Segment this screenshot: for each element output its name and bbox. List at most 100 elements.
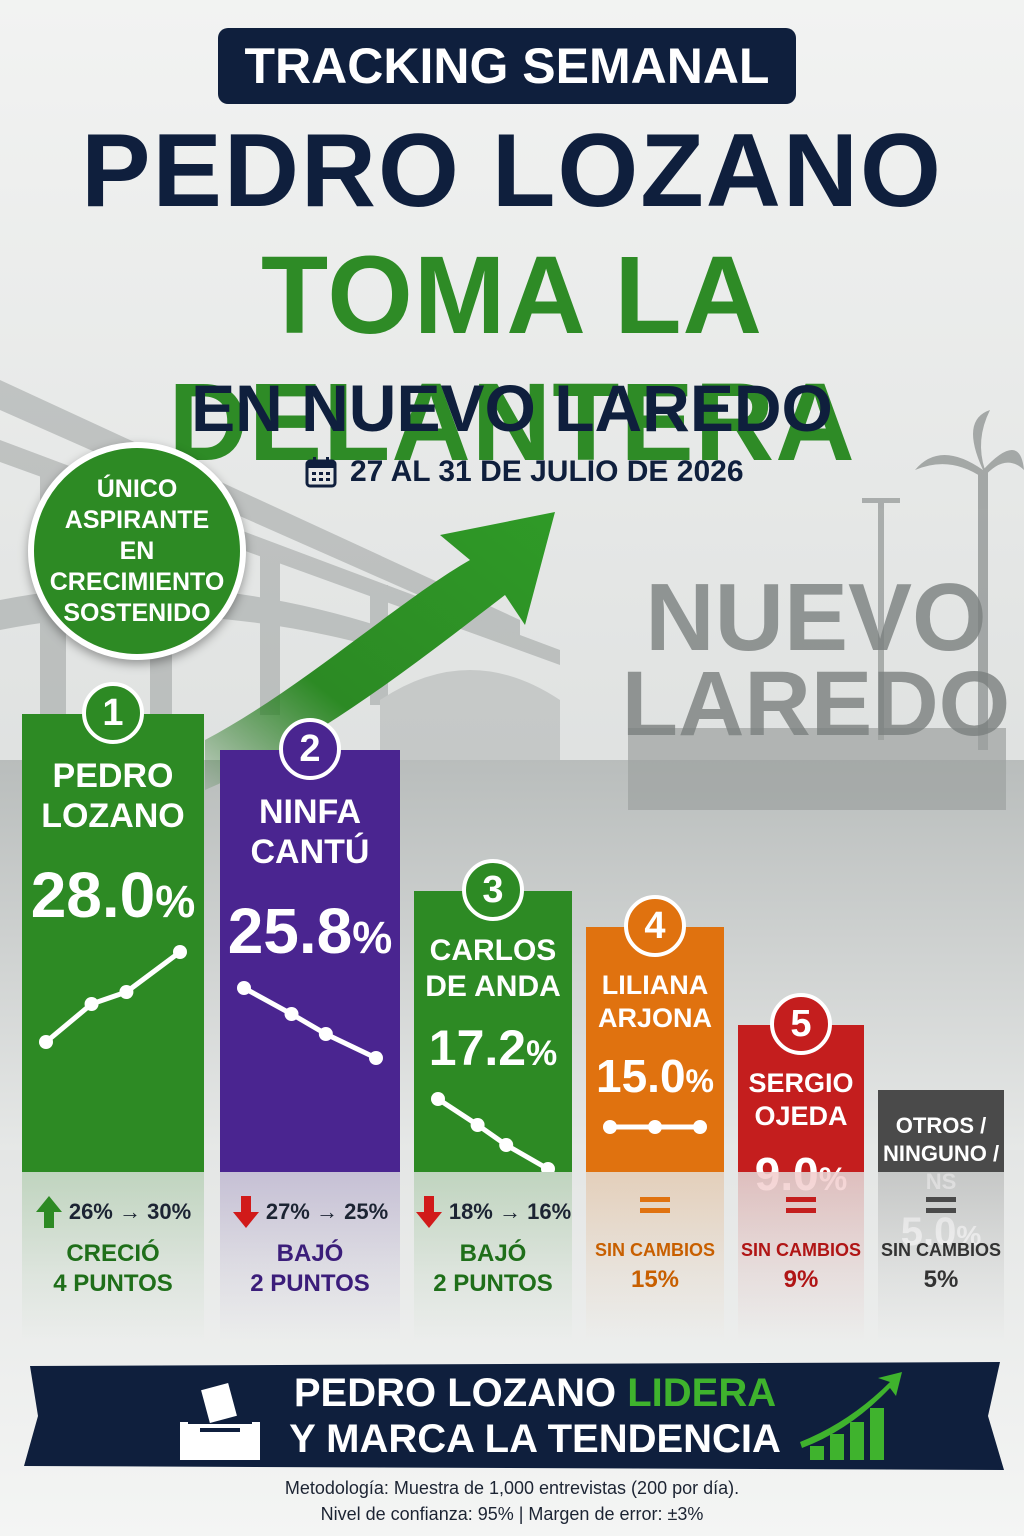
percent-value: 9.0 — [755, 1148, 819, 1200]
candidate-bar: OTROS / NINGUNO /NS 5.0% — [878, 1090, 1004, 1254]
candidate-name-line: DE ANDA — [425, 970, 561, 1003]
candidate-name-line: NINFA — [259, 793, 361, 831]
footer-line1-a: PEDRO LOZANO — [293, 1371, 628, 1415]
candidate-name: OTROS / NINGUNO /NS — [878, 1112, 1004, 1196]
candidate-name-line: SERGIO — [748, 1068, 854, 1098]
result-label: SIN CAMBIOS — [594, 1240, 715, 1260]
trend-point — [318, 1027, 333, 1041]
arrow-right-icon: → — [309, 1199, 345, 1224]
trend-point — [693, 1120, 707, 1134]
trend-point — [499, 1138, 514, 1152]
trend-line — [436, 1096, 550, 1172]
trend-point — [541, 1162, 555, 1172]
trend-point — [470, 1118, 485, 1132]
result-label: BAJÓ — [276, 1240, 344, 1267]
change-indicator — [586, 1194, 724, 1216]
trend-point — [173, 945, 187, 959]
percent-symbol: % — [819, 1161, 847, 1197]
percent-symbol: % — [526, 1034, 558, 1073]
percent-value: 25.8 — [227, 895, 353, 967]
date-text: 27 AL 31 DE JULIO DE 2026 — [350, 455, 744, 488]
growth-badge: ÚNICO ASPIRANTE EN CRECIMIENTO SOSTENIDO — [28, 442, 246, 660]
result-detail: 5% — [923, 1266, 959, 1293]
candidate-percent: 25.8% — [220, 894, 400, 968]
candidate-name: SERGIO OJEDA — [738, 1067, 864, 1133]
result-label: SIN CAMBIOS — [880, 1240, 1001, 1260]
change-from: 26% — [68, 1199, 113, 1224]
equal-icon — [786, 1197, 816, 1213]
percent-symbol: % — [155, 876, 196, 927]
candidate-name: PEDRO LOZANO — [22, 756, 204, 836]
equal-icon — [640, 1197, 670, 1213]
percent-value: 17.2 — [428, 1020, 527, 1076]
result-label: CRECIÓ — [66, 1240, 160, 1267]
change-panel: SIN CAMBIOS 5% — [878, 1172, 1004, 1342]
candidate-name-line: LOZANO — [41, 797, 185, 835]
arrow-right-icon: → — [112, 1199, 148, 1224]
footer-banner — [24, 1362, 1004, 1470]
trend-sparkline — [603, 1120, 707, 1134]
badge-line: ASPIRANTE — [64, 505, 210, 534]
change-panel: 18% → 16% BAJÓ 2 PUNTOS — [414, 1172, 572, 1342]
growth-chart-icon — [800, 1372, 902, 1460]
rank-number: 4 — [624, 895, 686, 957]
percent-symbol: % — [352, 912, 393, 963]
trend-sparkline — [431, 1092, 555, 1172]
confidence-line: Nivel de confianza: 95% | Margen de erro… — [320, 1504, 704, 1524]
candidate-name-line: CARLOS — [429, 934, 557, 967]
badge-line: ÚNICO — [96, 474, 178, 503]
candidate-name-line: PEDRO — [52, 757, 174, 795]
trend-point — [237, 981, 251, 995]
arrow-right-icon: → — [492, 1199, 528, 1224]
result-detail: 2 PUNTOS — [433, 1270, 553, 1297]
trend-point — [284, 1007, 299, 1021]
badge-line: SOSTENIDO — [63, 598, 211, 627]
trend-point — [603, 1120, 617, 1134]
candidate-name: LILIANA ARJONA — [586, 969, 724, 1035]
trend-line — [44, 949, 182, 1044]
percent-value: 15.0 — [596, 1050, 686, 1102]
candidate-bar: 4 LILIANA ARJONA 15.0% — [586, 895, 724, 1172]
change-indicator: 27% → 25% — [220, 1194, 400, 1230]
change-panel: 26% → 30% CRECIÓ 4 PUNTOS — [22, 1172, 204, 1342]
trend-point — [39, 1035, 53, 1049]
trend-line — [242, 985, 378, 1061]
badge-line: EN CRECIMIENTO — [49, 536, 225, 596]
date-row: 27 AL 31 DE JULIO DE 2026 — [304, 452, 744, 492]
trend-sparkline — [39, 945, 187, 1049]
trend-point — [369, 1051, 383, 1065]
candidate-percent: 9.0% — [738, 1147, 864, 1201]
candidate-name-line: NINGUNO / — [882, 1141, 1000, 1166]
candidate-name-line: ARJONA — [597, 1003, 712, 1033]
equal-icon — [926, 1197, 956, 1213]
footer-line2: Y MARCA LA TENDENCIA — [289, 1417, 781, 1461]
trend-point — [431, 1092, 445, 1106]
candidate-name-line: LILIANA — [601, 970, 709, 1000]
candidate-bar: 1 PEDRO LOZANO 28.0% — [22, 682, 204, 1172]
candidate-percent: 28.0% — [22, 858, 204, 932]
result-label: SIN CAMBIOS — [740, 1240, 861, 1260]
change-to: 30% — [147, 1199, 192, 1224]
result-detail: 4 PUNTOS — [53, 1270, 173, 1297]
result-detail: 9% — [783, 1266, 819, 1293]
trend-sparkline — [237, 981, 383, 1065]
result-detail: 15% — [630, 1266, 680, 1293]
arrow-down-icon — [232, 1196, 259, 1228]
change-values: 27% → 25% — [266, 1199, 388, 1225]
candidate-name-line: NS — [878, 1168, 1004, 1196]
sign-base — [628, 728, 1006, 810]
percent-value: 5.0 — [901, 1210, 957, 1254]
percent-value: 28.0 — [30, 859, 156, 931]
arrow-down-icon — [415, 1196, 442, 1228]
change-indicator: 18% → 16% — [414, 1194, 572, 1230]
change-values: 18% → 16% — [449, 1199, 571, 1225]
trend-sparkline — [878, 1090, 1004, 1172]
change-to: 16% — [527, 1199, 572, 1224]
rank-number: 2 — [279, 718, 341, 780]
headline-name: PEDRO LOZANO — [81, 113, 943, 229]
trend-sparkline — [738, 1025, 864, 1172]
result-label: BAJÓ — [459, 1240, 527, 1267]
candidate-name-line: CANTÚ — [250, 833, 370, 871]
candidate-percent: 17.2% — [414, 1019, 572, 1077]
